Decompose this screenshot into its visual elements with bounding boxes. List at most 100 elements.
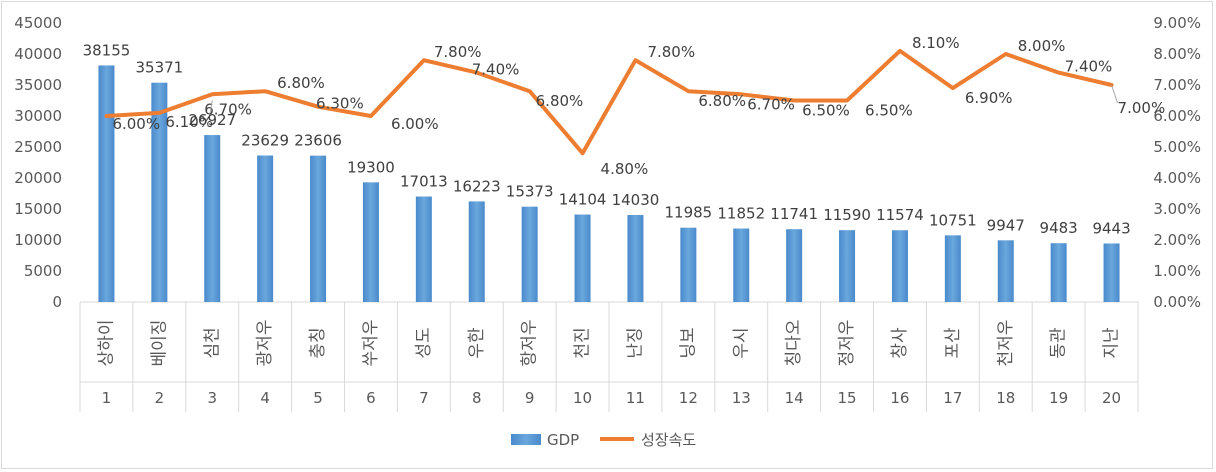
growth-rate-data-label: 6.80% xyxy=(536,92,584,110)
gdp-bar xyxy=(627,215,644,302)
legend-growth-label: 성장속도 xyxy=(641,431,696,449)
gdp-data-label: 10751 xyxy=(929,211,977,229)
y-left-tick-label: 40000 xyxy=(14,45,62,63)
gdp-bar xyxy=(521,206,538,302)
gdp-data-label: 35371 xyxy=(135,59,183,77)
growth-rate-data-label: 8.10% xyxy=(912,34,960,52)
x-category-city-label: 지난 xyxy=(1102,327,1122,359)
x-category-index-label: 9 xyxy=(525,389,535,407)
gdp-data-label: 19300 xyxy=(347,158,395,176)
x-category-city-label: 항저우 xyxy=(520,320,540,367)
x-category-index-label: 7 xyxy=(419,389,429,407)
gdp-data-label: 38155 xyxy=(83,41,131,59)
growth-rate-data-label: 6.80% xyxy=(698,92,746,110)
axes: 0 5000 10000 15000 20000 25000 30000 35000 40000… xyxy=(14,14,1201,412)
x-category-index-label: 15 xyxy=(838,389,857,407)
growth-rate-data-label: 7.00% xyxy=(1118,99,1166,117)
gdp-bar xyxy=(997,240,1014,302)
x-category-city-label: 천저우 xyxy=(996,320,1016,367)
y-left-tick-label: 0 xyxy=(52,293,62,311)
gdp-data-label: 9483 xyxy=(1040,219,1078,237)
growth-rate-line xyxy=(104,48,1114,156)
y-right-tick-label: 1.00% xyxy=(1153,262,1201,280)
line-series xyxy=(104,48,1114,156)
x-category-city-label: 충칭 xyxy=(308,327,328,358)
legend-gdp-label: GDP xyxy=(547,431,579,449)
gdp-bar xyxy=(891,230,908,302)
x-category-index-label: 2 xyxy=(155,389,165,407)
x-category-city-label: 우한 xyxy=(467,327,487,359)
legend: GDP 성장속도 xyxy=(511,431,696,449)
x-category-city-label: 광저우 xyxy=(255,320,275,367)
gdp-data-label: 14104 xyxy=(559,191,607,209)
gdp-data-label: 11985 xyxy=(664,204,712,222)
x-category-index-label: 6 xyxy=(366,389,376,407)
leader-line xyxy=(209,100,213,113)
growth-rate-data-label: 6.80% xyxy=(277,74,325,92)
gdp-data-label: 26927 xyxy=(188,111,236,129)
gdp-bar xyxy=(257,155,274,302)
growth-rate-data-label: 6.00% xyxy=(391,115,439,133)
y-left-tick-label: 45000 xyxy=(14,14,62,32)
y-right-tick-label: 0.00% xyxy=(1153,293,1201,311)
x-category-index-label: 8 xyxy=(472,389,482,407)
legend-gdp-swatch xyxy=(511,434,541,445)
gdp-bar xyxy=(574,214,591,302)
y-right-tick-label: 5.00% xyxy=(1153,138,1201,156)
growth-rate-data-label: 6.90% xyxy=(965,89,1013,107)
x-category-city-label: 동관 xyxy=(1049,327,1069,358)
gdp-data-label: 16223 xyxy=(453,177,501,195)
gdp-data-label: 9947 xyxy=(987,216,1025,234)
growth-rate-data-label: 7.80% xyxy=(434,43,482,61)
y-right-tick-label: 3.00% xyxy=(1153,200,1201,218)
x-category-city-label: 천진 xyxy=(573,327,593,358)
growth-rate-data-label: 8.00% xyxy=(1018,37,1066,55)
gdp-bar xyxy=(786,229,803,302)
x-category-city-label: 난징 xyxy=(625,327,645,358)
x-category-index-label: 10 xyxy=(573,389,592,407)
x-category-city-label: 심천 xyxy=(202,327,222,358)
x-category-index-label: 3 xyxy=(207,389,217,407)
y-right-tick-label: 6.00% xyxy=(1153,107,1201,125)
y-left-tick-label: 10000 xyxy=(14,231,62,249)
gdp-bar xyxy=(362,182,379,302)
y-left-tick-label: 25000 xyxy=(14,138,62,156)
gdp-data-label: 15373 xyxy=(506,183,554,201)
growth-rate-data-label: 6.70% xyxy=(747,95,795,113)
x-category-city-label: 상하이 xyxy=(96,320,116,367)
x-category-index-label: 1 xyxy=(102,389,112,407)
x-category-index-label: 14 xyxy=(785,389,804,407)
gdp-bar xyxy=(310,155,327,302)
x-category-index-label: 4 xyxy=(260,389,270,407)
x-category-city-label: 베이징 xyxy=(149,320,169,367)
x-category-city-label: 쑤저우 xyxy=(361,320,381,367)
gdp-bar xyxy=(680,227,697,302)
x-category-city-label: 포산 xyxy=(943,327,963,359)
gdp-data-label: 23606 xyxy=(294,132,342,150)
gdp-data-label: 11590 xyxy=(823,206,871,224)
growth-rate-data-label: 7.40% xyxy=(472,61,520,79)
y-right-tick-label: 4.00% xyxy=(1153,169,1201,187)
growth-rate-data-label: 6.50% xyxy=(865,102,913,120)
gdp-data-label: 23629 xyxy=(241,132,289,150)
gdp-data-label: 9443 xyxy=(1092,219,1130,237)
growth-rate-data-label: 7.40% xyxy=(1065,58,1113,76)
gdp-data-label: 11574 xyxy=(876,206,924,224)
gdp-bar xyxy=(98,65,115,303)
y-right-tick-label: 9.00% xyxy=(1153,14,1201,32)
x-category-index-label: 5 xyxy=(313,389,323,407)
y-right-tick-label: 7.00% xyxy=(1153,76,1201,94)
growth-rate-data-label: 4.80% xyxy=(601,160,649,178)
x-category-index-label: 19 xyxy=(1049,389,1068,407)
x-category-index-label: 20 xyxy=(1102,389,1121,407)
x-category-index-label: 13 xyxy=(732,389,751,407)
x-category-index-label: 16 xyxy=(890,389,909,407)
growth-rate-data-label: 6.00% xyxy=(112,115,160,133)
y-left-tick-label: 15000 xyxy=(14,200,62,218)
gdp-bar xyxy=(733,228,750,302)
bar-series xyxy=(98,65,1120,303)
x-category-index-label: 12 xyxy=(679,389,698,407)
gdp-data-label: 14030 xyxy=(612,191,660,209)
